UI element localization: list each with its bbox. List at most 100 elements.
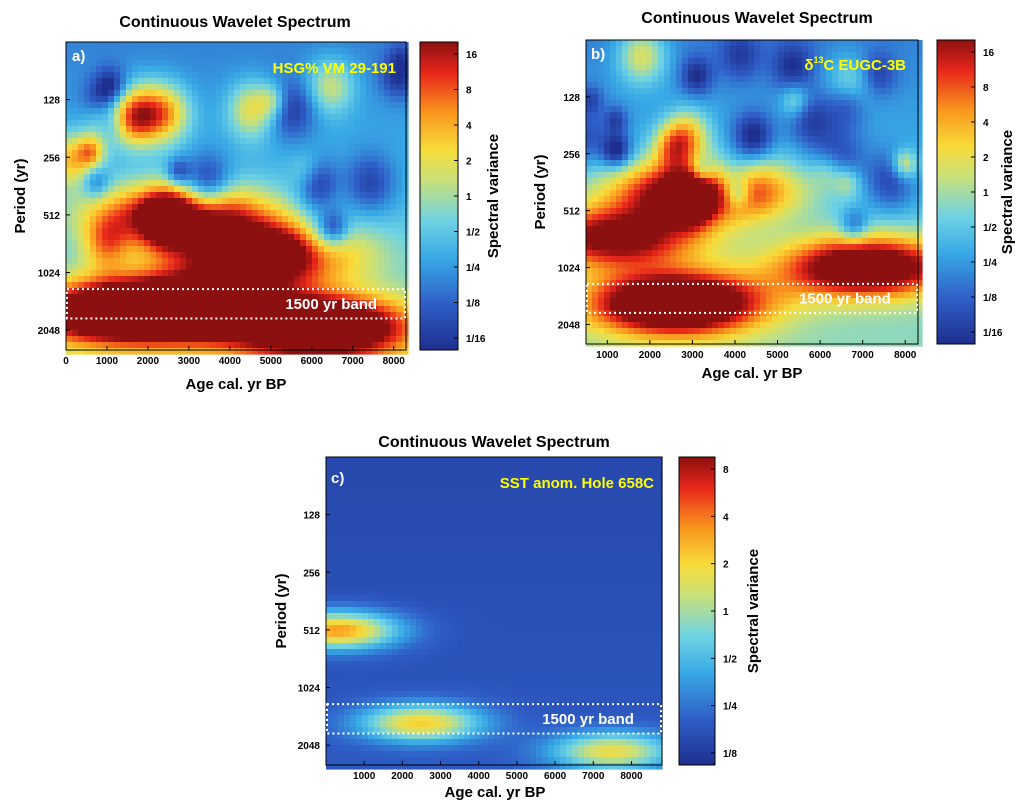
colorbar-tick-label: 4 <box>983 118 989 129</box>
x-tick-label: 7000 <box>342 356 365 367</box>
colorbar-tick-label: 1/8 <box>466 299 480 310</box>
panel-a-x-axis-label: Age cal. yr BP <box>186 376 287 393</box>
panel-b-y-axis-label: Period (yr) <box>532 154 549 229</box>
x-tick-label: 8000 <box>383 356 406 367</box>
panel-c-colorbar: 8 4 2 1 1/2 1/4 1/8 <box>678 456 737 766</box>
x-tick-label: 1000 <box>96 356 119 367</box>
colorbar-tick-label: 2 <box>466 157 472 168</box>
band-label: 1500 yr band <box>285 296 377 313</box>
panel-c: Continuous Wavelet Spectrum c) SST anom.… <box>273 434 762 801</box>
y-tick-label: 1024 <box>298 684 321 695</box>
colorbar-tick-label: 16 <box>466 50 478 61</box>
band-outline <box>326 703 662 735</box>
x-tick-label: 7000 <box>582 771 605 782</box>
x-tick-label: 3000 <box>681 350 704 361</box>
panel-b-x-axis-label: Age cal. yr BP <box>702 365 803 382</box>
x-tick-label: 7000 <box>852 350 875 361</box>
panel-b-colorbar-label: Spectral variance <box>999 130 1016 254</box>
colorbar-tick-label: 1/16 <box>466 334 486 345</box>
panel-c-x-axis-label: Age cal. yr BP <box>445 784 546 801</box>
panel-c-heatmap <box>325 456 663 770</box>
y-tick-label: 2048 <box>298 741 321 752</box>
colorbar-tick-label: 1/4 <box>466 263 480 274</box>
x-tick-label: 2000 <box>137 356 160 367</box>
y-tick-label: 2048 <box>558 320 581 331</box>
y-tick-label: 128 <box>43 96 60 107</box>
colorbar-tick-label: 1 <box>983 188 989 199</box>
x-tick-label: 3000 <box>178 356 201 367</box>
x-tick-label: 4000 <box>724 350 747 361</box>
band-label: 1500 yr band <box>542 711 634 728</box>
panel-c-band: 1500 yr band <box>326 703 662 735</box>
band-label: 1500 yr band <box>799 290 891 307</box>
y-tick-label: 512 <box>563 207 580 218</box>
x-tick-label: 8000 <box>894 350 917 361</box>
x-tick-label: 6000 <box>809 350 832 361</box>
colorbar-tick-label: 4 <box>723 512 729 523</box>
x-tick-label: 0 <box>63 356 69 367</box>
colorbar-tick-label: 1 <box>466 192 472 203</box>
panel-a: Continuous Wavelet Spectrum a) HSG% VM 2… <box>12 14 502 393</box>
panel-b: Continuous Wavelet Spectrum b) δ13C EUGC… <box>532 10 1016 382</box>
colorbar-tick-label: 4 <box>466 121 472 132</box>
x-tick-label: 3000 <box>429 771 452 782</box>
y-tick-label: 256 <box>303 568 320 579</box>
panel-c-y-axis-label: Period (yr) <box>273 573 290 648</box>
panel-b-label: b) <box>591 46 605 63</box>
colorbar-tick-label: 1/2 <box>983 223 997 234</box>
colorbar-tick-label: 1/8 <box>723 749 737 760</box>
panel-b-colorbar: 16 8 4 2 1 1/2 1/4 1/8 1/16 <box>936 39 1003 345</box>
x-tick-label: 2000 <box>639 350 662 361</box>
panel-b-band: 1500 yr band <box>586 282 918 314</box>
y-tick-label: 256 <box>43 153 60 164</box>
panel-a-heatmap <box>65 41 409 355</box>
panel-a-x-ticks: 0 1000 2000 3000 4000 5000 6000 7000 8000 <box>63 346 405 367</box>
y-tick-label: 1024 <box>558 264 581 275</box>
band-outline <box>66 288 406 320</box>
x-tick-label: 5000 <box>766 350 789 361</box>
panel-a-y-ticks: 128 256 512 1024 2048 <box>38 96 70 337</box>
panel-b-y-ticks: 128 256 512 1024 2048 <box>558 93 590 331</box>
colorbar-tick-label: 1/4 <box>983 258 997 269</box>
colorbar-tick-label: 2 <box>983 153 989 164</box>
colorbar-tick-label: 16 <box>983 48 995 59</box>
y-tick-label: 128 <box>303 511 320 522</box>
x-tick-label: 1000 <box>353 771 376 782</box>
colorbar-tick-label: 1/4 <box>723 702 737 713</box>
x-tick-label: 2000 <box>391 771 414 782</box>
panel-a-colorbar-label: Spectral variance <box>485 134 502 258</box>
x-tick-label: 6000 <box>544 771 567 782</box>
panel-a-colorbar: 16 8 4 2 1 1/2 1/4 1/8 1/16 <box>419 41 486 351</box>
panel-c-title: Continuous Wavelet Spectrum <box>378 434 609 451</box>
band-outline <box>586 282 918 314</box>
x-tick-label: 6000 <box>301 356 324 367</box>
panel-c-y-ticks: 128 256 512 1024 2048 <box>298 511 330 752</box>
x-tick-label: 4000 <box>219 356 242 367</box>
y-tick-label: 256 <box>563 150 580 161</box>
panel-c-colorbar-label: Spectral variance <box>745 549 762 673</box>
panel-a-label: a) <box>72 48 85 65</box>
colorbar-tick-label: 1 <box>723 607 729 618</box>
y-tick-label: 128 <box>563 93 580 104</box>
colorbar-gradient <box>419 41 459 351</box>
colorbar-tick-label: 8 <box>723 465 729 476</box>
panel-a-band: 1500 yr band <box>66 288 406 320</box>
colorbar-tick-label: 8 <box>983 83 989 94</box>
y-tick-label: 2048 <box>38 326 61 337</box>
colorbar-tick-label: 1/16 <box>983 328 1003 339</box>
colorbar-tick-label: 8 <box>466 86 472 97</box>
x-tick-label: 8000 <box>620 771 643 782</box>
y-tick-label: 512 <box>303 626 320 637</box>
colorbar-gradient <box>936 39 976 345</box>
colorbar-gradient <box>678 456 716 766</box>
colorbar-tick-label: 1/8 <box>983 293 997 304</box>
panel-a-annotation: HSG% VM 29-191 <box>273 60 396 77</box>
panel-b-annotation: δ13C EUGC-3B <box>804 55 906 74</box>
x-tick-label: 4000 <box>468 771 491 782</box>
y-tick-label: 1024 <box>38 269 61 280</box>
panel-c-label: c) <box>331 470 344 487</box>
panel-a-y-axis-label: Period (yr) <box>12 158 29 233</box>
x-tick-label: 5000 <box>506 771 529 782</box>
panel-b-heatmap <box>585 39 923 347</box>
x-tick-label: 1000 <box>596 350 619 361</box>
